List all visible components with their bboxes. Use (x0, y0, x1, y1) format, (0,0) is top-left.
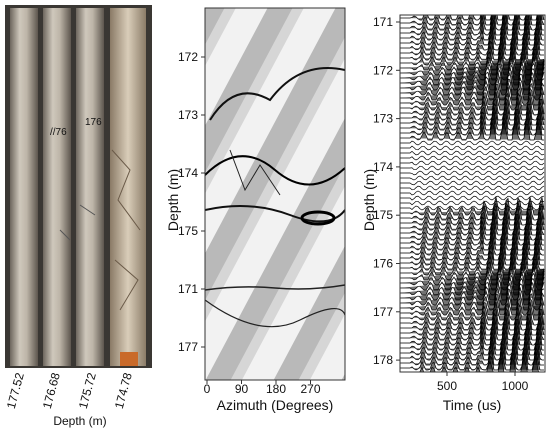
trace (400, 221, 544, 241)
trace (400, 226, 544, 246)
axes-frame (204, 7, 346, 381)
trace (400, 180, 545, 186)
y-tick-label: 176 (373, 257, 393, 271)
trace (400, 346, 544, 366)
trace (400, 326, 544, 346)
y-tick-label: 173 (373, 112, 393, 126)
trace (400, 246, 544, 266)
trace (400, 160, 545, 166)
trace (400, 145, 545, 151)
y-tick-label: 172 (373, 63, 393, 77)
axes-frame (399, 14, 546, 373)
trace (400, 165, 545, 171)
y-tick-label: 172 (178, 50, 198, 64)
trace (400, 215, 545, 236)
trace (400, 175, 545, 181)
trace (400, 170, 545, 176)
y-tick-label: 174 (178, 166, 198, 180)
trace (400, 121, 544, 141)
trace (400, 291, 545, 311)
x-tick-label: 90 (235, 382, 249, 396)
trace (400, 336, 544, 356)
trace (400, 211, 545, 231)
trace (400, 296, 545, 316)
y-tick-label: 177 (373, 305, 393, 319)
x-tick-label: 177.52 (4, 371, 27, 410)
x-tick-label: 270 (300, 382, 320, 396)
trace (400, 31, 544, 51)
trace (400, 316, 545, 336)
y-axis-label: Depth (m) (361, 169, 377, 231)
core-photo: //76 176 (5, 5, 152, 368)
core-mark: //76 (50, 127, 67, 138)
trace (400, 351, 544, 371)
x-tick-label: 1000 (502, 379, 529, 393)
trace (400, 155, 545, 161)
trace (400, 190, 545, 196)
core-mark: 176 (85, 117, 102, 128)
trace (400, 101, 545, 121)
trace (400, 311, 545, 331)
trace (400, 140, 545, 146)
televiewer-image (205, 8, 345, 380)
y-tick-label: 178 (373, 353, 393, 367)
label-tag (120, 352, 138, 366)
trace (400, 241, 544, 261)
y-tick-label: 173 (178, 108, 198, 122)
trace (400, 21, 544, 41)
trace (400, 342, 544, 361)
trace (400, 286, 545, 306)
x-tick-label: 0 (204, 382, 211, 396)
trace (400, 41, 545, 61)
trace (400, 195, 545, 201)
x-tick-label: 500 (437, 379, 457, 393)
y-tick-label: 175 (178, 224, 198, 238)
y-tick-label: 177 (178, 340, 198, 354)
trace (400, 206, 545, 226)
trace (400, 237, 544, 256)
x-axis-label: Azimuth (Degrees) (217, 397, 334, 413)
trace (411, 356, 540, 372)
trace (400, 231, 544, 251)
y-tick-label: 174 (373, 160, 393, 174)
y-tick-label: 171 (178, 282, 198, 296)
trace (400, 331, 544, 351)
x-tick-label: 174.78 (112, 371, 135, 410)
x-axis-label: Depth (m) (53, 414, 106, 428)
x-tick-label: 175.72 (76, 371, 99, 410)
trace (400, 16, 544, 36)
trace (400, 36, 544, 56)
trace (400, 15, 544, 31)
y-tick-label: 171 (373, 15, 393, 29)
y-axis-label: Depth (m) (165, 169, 181, 231)
trace (400, 80, 545, 101)
waveform-image (400, 15, 545, 372)
trace (400, 111, 545, 131)
trace (400, 105, 545, 126)
x-tick-label: 180 (266, 382, 286, 396)
trace (400, 15, 545, 21)
trace (400, 116, 544, 136)
trace (400, 150, 545, 156)
x-axis-label: Time (us) (443, 397, 502, 413)
trace (400, 321, 545, 341)
trace (400, 185, 545, 191)
trace (400, 200, 545, 206)
x-tick-label: 176.68 (40, 371, 63, 410)
trace (400, 91, 545, 111)
trace (400, 25, 544, 46)
y-tick-label: 175 (373, 208, 393, 222)
trace (400, 86, 545, 106)
